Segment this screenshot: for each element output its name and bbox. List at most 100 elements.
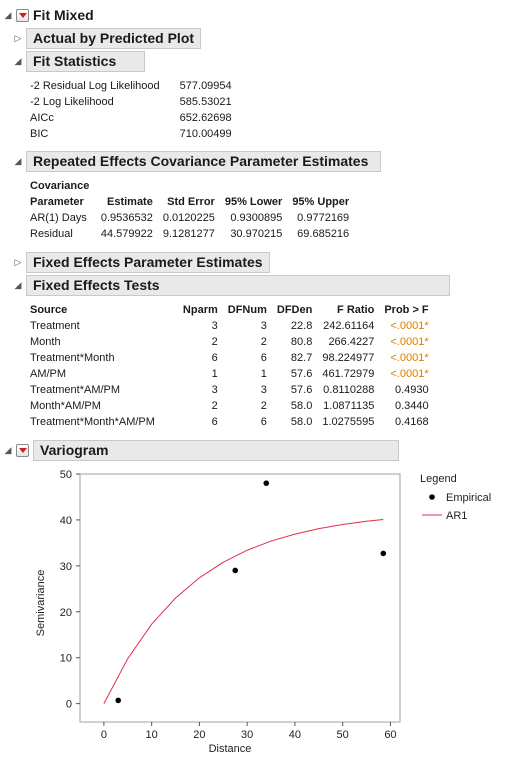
collapse-fit-mixed-icon[interactable]: ◢ (4, 9, 12, 20)
prob-value: <.0001* (390, 352, 429, 364)
repeated-cell: 0.9772169 (297, 212, 350, 224)
repeated-cell: 0.0120225 (162, 212, 215, 224)
repeated-cell: 69.685216 (297, 228, 350, 240)
tests-row: Month 2 2 80.8 266.4227 <.0001* (30, 334, 429, 350)
actual-by-predicted-header[interactable]: ▷ Actual by Predicted Plot (13, 27, 202, 49)
repeated-cell: 44.579922 (100, 228, 153, 240)
tests-cell: 266.4227 (328, 336, 375, 348)
fit-statistics-title[interactable]: Fit Statistics (26, 50, 146, 72)
legend-entry: Empirical (446, 492, 491, 504)
y-tick-label: 20 (60, 607, 72, 619)
fit-stat-label: -2 Residual Log Likelihood (30, 80, 160, 92)
prob-value: <.0001* (390, 320, 429, 332)
y-tick-label: 10 (60, 653, 72, 665)
fit-stat-row: AICc 652.62698 (30, 110, 232, 126)
covariance-header-top: Covariance (30, 180, 90, 192)
ar1-curve (103, 518, 384, 704)
y-tick-label: 0 (66, 699, 72, 711)
tests-row: AM/PM 1 1 57.6 461.72979 <.0001* (30, 366, 429, 382)
tests-cell: Month (30, 336, 61, 348)
tests-cell: 98.224977 (322, 352, 375, 364)
x-tick-label: 50 (337, 729, 349, 741)
collapse-variogram-icon[interactable]: ◢ (4, 444, 12, 455)
fit-stat-row: -2 Log Likelihood 585.53021 (30, 94, 232, 110)
tests-cell: 3 (211, 384, 218, 396)
tests-cell: 1.0275595 (322, 416, 375, 428)
collapse-repeated-effects-icon[interactable]: ◢ (14, 155, 22, 166)
tests-cell: 3 (260, 384, 267, 396)
tests-cell: 80.8 (290, 336, 313, 348)
tests-cell: Treatment*AM/PM (30, 384, 121, 396)
repeated-cell: 30.970215 (230, 228, 283, 240)
repeated-effects-title[interactable]: Repeated Effects Covariance Parameter Es… (26, 150, 382, 172)
repeated-cell: AR(1) Days (30, 212, 87, 224)
fit-stat-value: 577.09954 (179, 80, 232, 92)
tests-cell: 58.0 (290, 400, 313, 412)
tests-col-header: F Ratio (337, 304, 375, 316)
x-tick-label: 0 (101, 729, 107, 741)
fit-stat-row: BIC 710.00499 (30, 126, 232, 142)
variogram-title[interactable]: Variogram (33, 439, 400, 461)
tests-cell: 2 (211, 336, 218, 348)
x-axis-label: Distance (209, 743, 252, 755)
tests-cell: 57.6 (290, 384, 313, 396)
fixed-effects-params-header[interactable]: ▷ Fixed Effects Parameter Estimates (13, 251, 270, 273)
tests-cell: 1 (260, 368, 267, 380)
legend-title: Legend (420, 473, 457, 485)
x-tick-label: 40 (289, 729, 301, 741)
fit-stat-label: AICc (30, 112, 54, 124)
expand-fixed-effects-params-icon[interactable]: ▷ (14, 256, 22, 267)
repeated-col-header: Std Error (167, 196, 215, 208)
legend-entry: AR1 (446, 510, 467, 522)
tests-cell: 3 (260, 320, 267, 332)
tests-cell: 1.0871135 (323, 400, 375, 412)
fit-statistics-table: -2 Residual Log Likelihood 577.09954 -2 Lo… (30, 78, 232, 142)
fit-mixed-menu-button[interactable] (16, 8, 29, 22)
fixed-effects-tests-header[interactable]: ◢ Fixed Effects Tests (13, 274, 450, 296)
repeated-col-header: 95% Lower (224, 196, 283, 208)
fixed-effects-tests-table: Source Nparm DFNum DFDen F Ratio Prob > F Tre… (30, 302, 429, 430)
tests-col-header: DFDen (276, 304, 313, 316)
prob-value: <.0001* (390, 368, 429, 380)
y-tick-label: 50 (60, 469, 72, 481)
repeated-effects-table: Covariance Parameter Estimate Std Error 95%… (30, 178, 349, 242)
fit-stat-value: 585.53021 (179, 96, 232, 108)
actual-by-predicted-title[interactable]: Actual by Predicted Plot (26, 27, 202, 49)
tests-cell: Treatment*Month (30, 352, 115, 364)
variogram-chart: 0 10 20 30 40 50 60 0 10 20 30 40 50 Distance Semivari… (35, 469, 491, 755)
repeated-cell: 0.9536532 (100, 212, 153, 224)
tests-col-header: Nparm (182, 304, 218, 316)
collapse-fit-statistics-icon[interactable]: ◢ (14, 55, 22, 66)
x-tick-label: 60 (384, 729, 396, 741)
x-tick-label: 30 (241, 729, 253, 741)
repeated-cell: Residual (30, 228, 73, 240)
fit-stat-label: BIC (30, 128, 49, 140)
tests-cell: 6 (211, 352, 218, 364)
tests-cell: 6 (211, 416, 218, 428)
tests-cell: 6 (260, 352, 267, 364)
fit-stat-value: 710.00499 (179, 128, 232, 140)
repeated-effects-header[interactable]: ◢ Repeated Effects Covariance Parameter … (13, 150, 382, 172)
y-axis-label: Semivariance (35, 570, 47, 637)
fit-statistics-header[interactable]: ◢ Fit Statistics (13, 50, 146, 72)
tests-row: Treatment*Month 6 6 82.7 98.224977 <.0001* (30, 350, 429, 366)
tests-row: Month*AM/PM 2 2 58.0 1.0871135 0.3440 (30, 398, 429, 414)
fit-stat-row: -2 Residual Log Likelihood 577.09954 (30, 78, 232, 94)
variogram-menu-button[interactable] (16, 443, 29, 457)
tests-cell: 1 (211, 368, 218, 380)
x-tick-label: 10 (146, 729, 158, 741)
prob-value: 0.4168 (394, 416, 429, 428)
tests-cell: 2 (211, 400, 218, 412)
repeated-row: Residual 44.579922 9.1281277 30.970215 69.68… (30, 226, 349, 242)
tests-cell: 22.8 (290, 320, 313, 332)
fixed-effects-tests-title[interactable]: Fixed Effects Tests (26, 274, 450, 296)
tests-col-header: Source (30, 304, 68, 316)
y-tick-label: 30 (60, 561, 72, 573)
fit-stat-value: 652.62698 (179, 112, 232, 124)
x-tick-label: 20 (193, 729, 205, 741)
expand-actual-by-predicted-icon[interactable]: ▷ (14, 32, 22, 43)
fixed-effects-params-title[interactable]: Fixed Effects Parameter Estimates (26, 251, 270, 273)
tests-cell: 6 (260, 416, 267, 428)
collapse-fixed-effects-tests-icon[interactable]: ◢ (14, 279, 22, 290)
tests-row: Treatment 3 3 22.8 242.61164 <.0001* (30, 318, 429, 334)
